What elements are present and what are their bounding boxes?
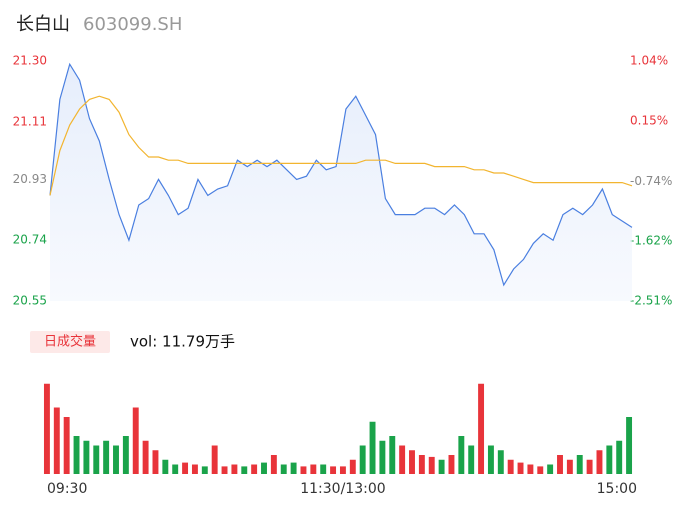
volume-bar — [330, 466, 337, 474]
volume-bar — [468, 445, 475, 474]
volume-bar — [537, 466, 544, 474]
volume-bar — [43, 383, 50, 474]
y-tick-label: 21.30 — [13, 54, 47, 68]
volume-bar — [497, 450, 504, 474]
volume-bar — [359, 445, 366, 474]
volume-bar — [132, 407, 139, 474]
volume-bar — [596, 450, 603, 474]
volume-bar — [122, 436, 129, 474]
volume-bar — [399, 445, 406, 474]
volume-bar — [221, 466, 228, 474]
volume-bar — [438, 459, 445, 474]
volume-bar — [201, 466, 208, 474]
stock-name: 长白山 — [16, 14, 70, 35]
volume-bar — [557, 455, 563, 474]
volume-bar — [63, 417, 70, 474]
volume-bar — [300, 466, 307, 474]
volume-bar — [606, 445, 613, 474]
y-tick-label: 20.93 — [13, 172, 47, 186]
volume-bar — [517, 462, 524, 474]
y2-tick-label: -0.74% — [630, 174, 672, 188]
volume-bar — [142, 440, 149, 474]
y-tick-label: 21.11 — [13, 114, 47, 128]
volume-bar — [53, 407, 60, 474]
volume-bar — [626, 417, 633, 474]
volume-bar — [182, 462, 189, 474]
average-line — [49, 95, 633, 196]
volume-bar — [270, 455, 277, 474]
volume-bar — [527, 464, 534, 474]
volume-bar — [458, 436, 465, 474]
price-line — [49, 62, 633, 287]
volume-bar — [478, 383, 485, 474]
volume-bar — [83, 440, 90, 474]
volume-bar — [162, 459, 169, 474]
volume-bar — [211, 445, 218, 474]
volume-bar — [487, 445, 494, 474]
volume-bar — [389, 436, 396, 474]
volume-bar — [290, 462, 297, 474]
volume-bar — [320, 464, 327, 474]
volume-bar — [191, 464, 198, 474]
volume-bar — [418, 455, 425, 474]
x-tick-label: 09:30 — [47, 481, 87, 497]
volume-bar — [349, 459, 356, 474]
volume-bar — [172, 464, 179, 474]
price-area — [50, 64, 632, 301]
volume-bar — [152, 450, 159, 474]
volume-bar — [241, 466, 248, 474]
volume-bar — [448, 455, 455, 474]
x-tick-label: 15:00 — [597, 481, 637, 497]
volume-bar — [280, 464, 287, 474]
volume-bar — [566, 459, 573, 474]
y-tick-label: 20.74 — [13, 233, 47, 247]
volume-bar — [310, 464, 317, 474]
volume-bar — [409, 450, 415, 474]
x-tick-label: 11:30/13:00 — [300, 481, 385, 497]
y2-tick-label: -2.51% — [630, 294, 672, 308]
y2-tick-label: 0.15% — [630, 114, 668, 128]
volume-bar — [103, 440, 110, 474]
legend-label: 日成交量 — [44, 334, 96, 350]
volume-bar — [73, 436, 80, 474]
volume-bar — [261, 462, 267, 474]
volume-bar — [339, 466, 346, 474]
volume-bar — [231, 464, 238, 474]
volume-bar — [113, 445, 119, 474]
volume-bar — [576, 455, 583, 474]
volume-bar — [547, 464, 554, 474]
volume-bar — [616, 440, 623, 474]
volume-bar — [379, 440, 386, 474]
volume-bar — [369, 421, 376, 474]
volume-bar — [93, 445, 100, 474]
y2-tick-label: -1.62% — [630, 233, 672, 247]
volume-bar — [251, 464, 258, 474]
stock-code: 603099.SH — [83, 14, 182, 35]
volume-bar — [507, 459, 514, 474]
legend-badge — [30, 331, 110, 353]
volume-bar — [586, 459, 593, 474]
y2-tick-label: 1.04% — [630, 54, 668, 68]
volume-label: vol: 11.79万手 — [130, 333, 235, 351]
volume-bar — [428, 456, 435, 474]
y-tick-label: 20.55 — [13, 294, 47, 308]
